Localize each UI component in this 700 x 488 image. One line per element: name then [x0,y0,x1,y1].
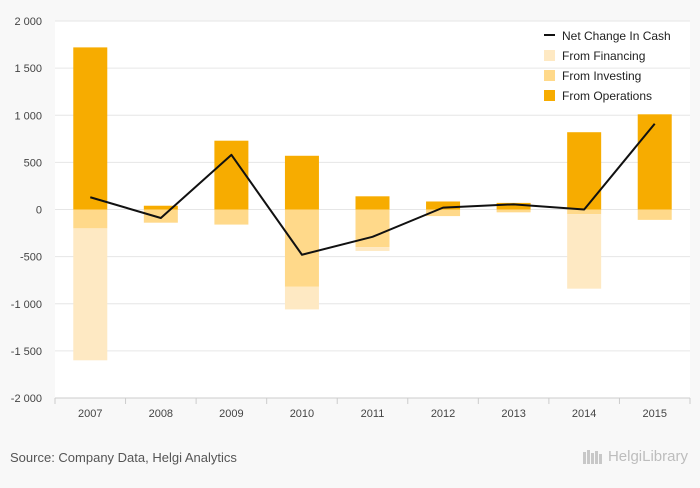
legend-label: From Financing [562,49,645,63]
bar-from-operations [567,132,602,210]
bar-from-operations [496,202,531,210]
bar-from-operations [284,155,319,210]
source-note: Source: Company Data, Helgi Analytics [10,450,237,465]
x-tick-label: 2008 [149,408,173,420]
bar-from-investing [637,209,672,220]
bar-from-investing [73,209,108,229]
line-net-change-in-cash [89,123,656,256]
y-tick-label: 0 [36,205,42,217]
legend-label: Net Change In Cash [562,29,671,43]
bar-from-investing [496,209,531,213]
x-tick-label: 2007 [78,408,102,420]
x-tick-label: 2015 [642,408,666,420]
bar-from-financing [284,286,319,310]
bar-from-financing [567,214,602,289]
y-tick-label: -1 500 [11,346,42,358]
x-tick-label: 2011 [361,408,385,420]
x-tick-label: 2009 [219,408,243,420]
x-tick-label: 2013 [501,408,525,420]
x-tick-label: 2014 [572,408,596,420]
bar-from-investing [355,209,390,248]
bar-from-financing [355,247,390,251]
bar-from-investing [214,209,249,225]
bar-from-operations [214,140,249,210]
bar-from-operations [73,47,108,210]
y-tick-label: -500 [20,252,42,264]
x-tick-label: 2010 [290,408,314,420]
brand-logo: HelgiLibrary [582,448,688,465]
bar-from-investing [426,209,461,217]
library-icon [582,449,602,464]
brand-name: HelgiLibrary [607,448,688,465]
y-tick-label: 500 [24,157,42,169]
y-tick-label: 2 000 [14,16,42,28]
bar-from-investing [143,209,178,223]
legend-label: From Operations [562,89,652,103]
legend-swatch [544,70,555,81]
bar-from-financing [73,228,108,361]
y-tick-label: 1 000 [14,110,42,122]
x-tick-label: 2012 [431,408,455,420]
y-tick-label: -2 000 [11,393,42,405]
bar-from-operations [143,205,178,210]
bar-from-operations [426,201,461,210]
legend-label: From Investing [562,69,641,83]
y-tick-label: 1 500 [14,63,42,75]
bar-from-investing [284,209,319,287]
bar-from-operations [355,196,390,210]
bar-from-investing [567,209,602,215]
y-tick-label: -1 000 [11,299,42,311]
legend-swatch [544,90,555,101]
bar-from-operations [637,114,672,210]
legend-swatch [544,50,555,61]
